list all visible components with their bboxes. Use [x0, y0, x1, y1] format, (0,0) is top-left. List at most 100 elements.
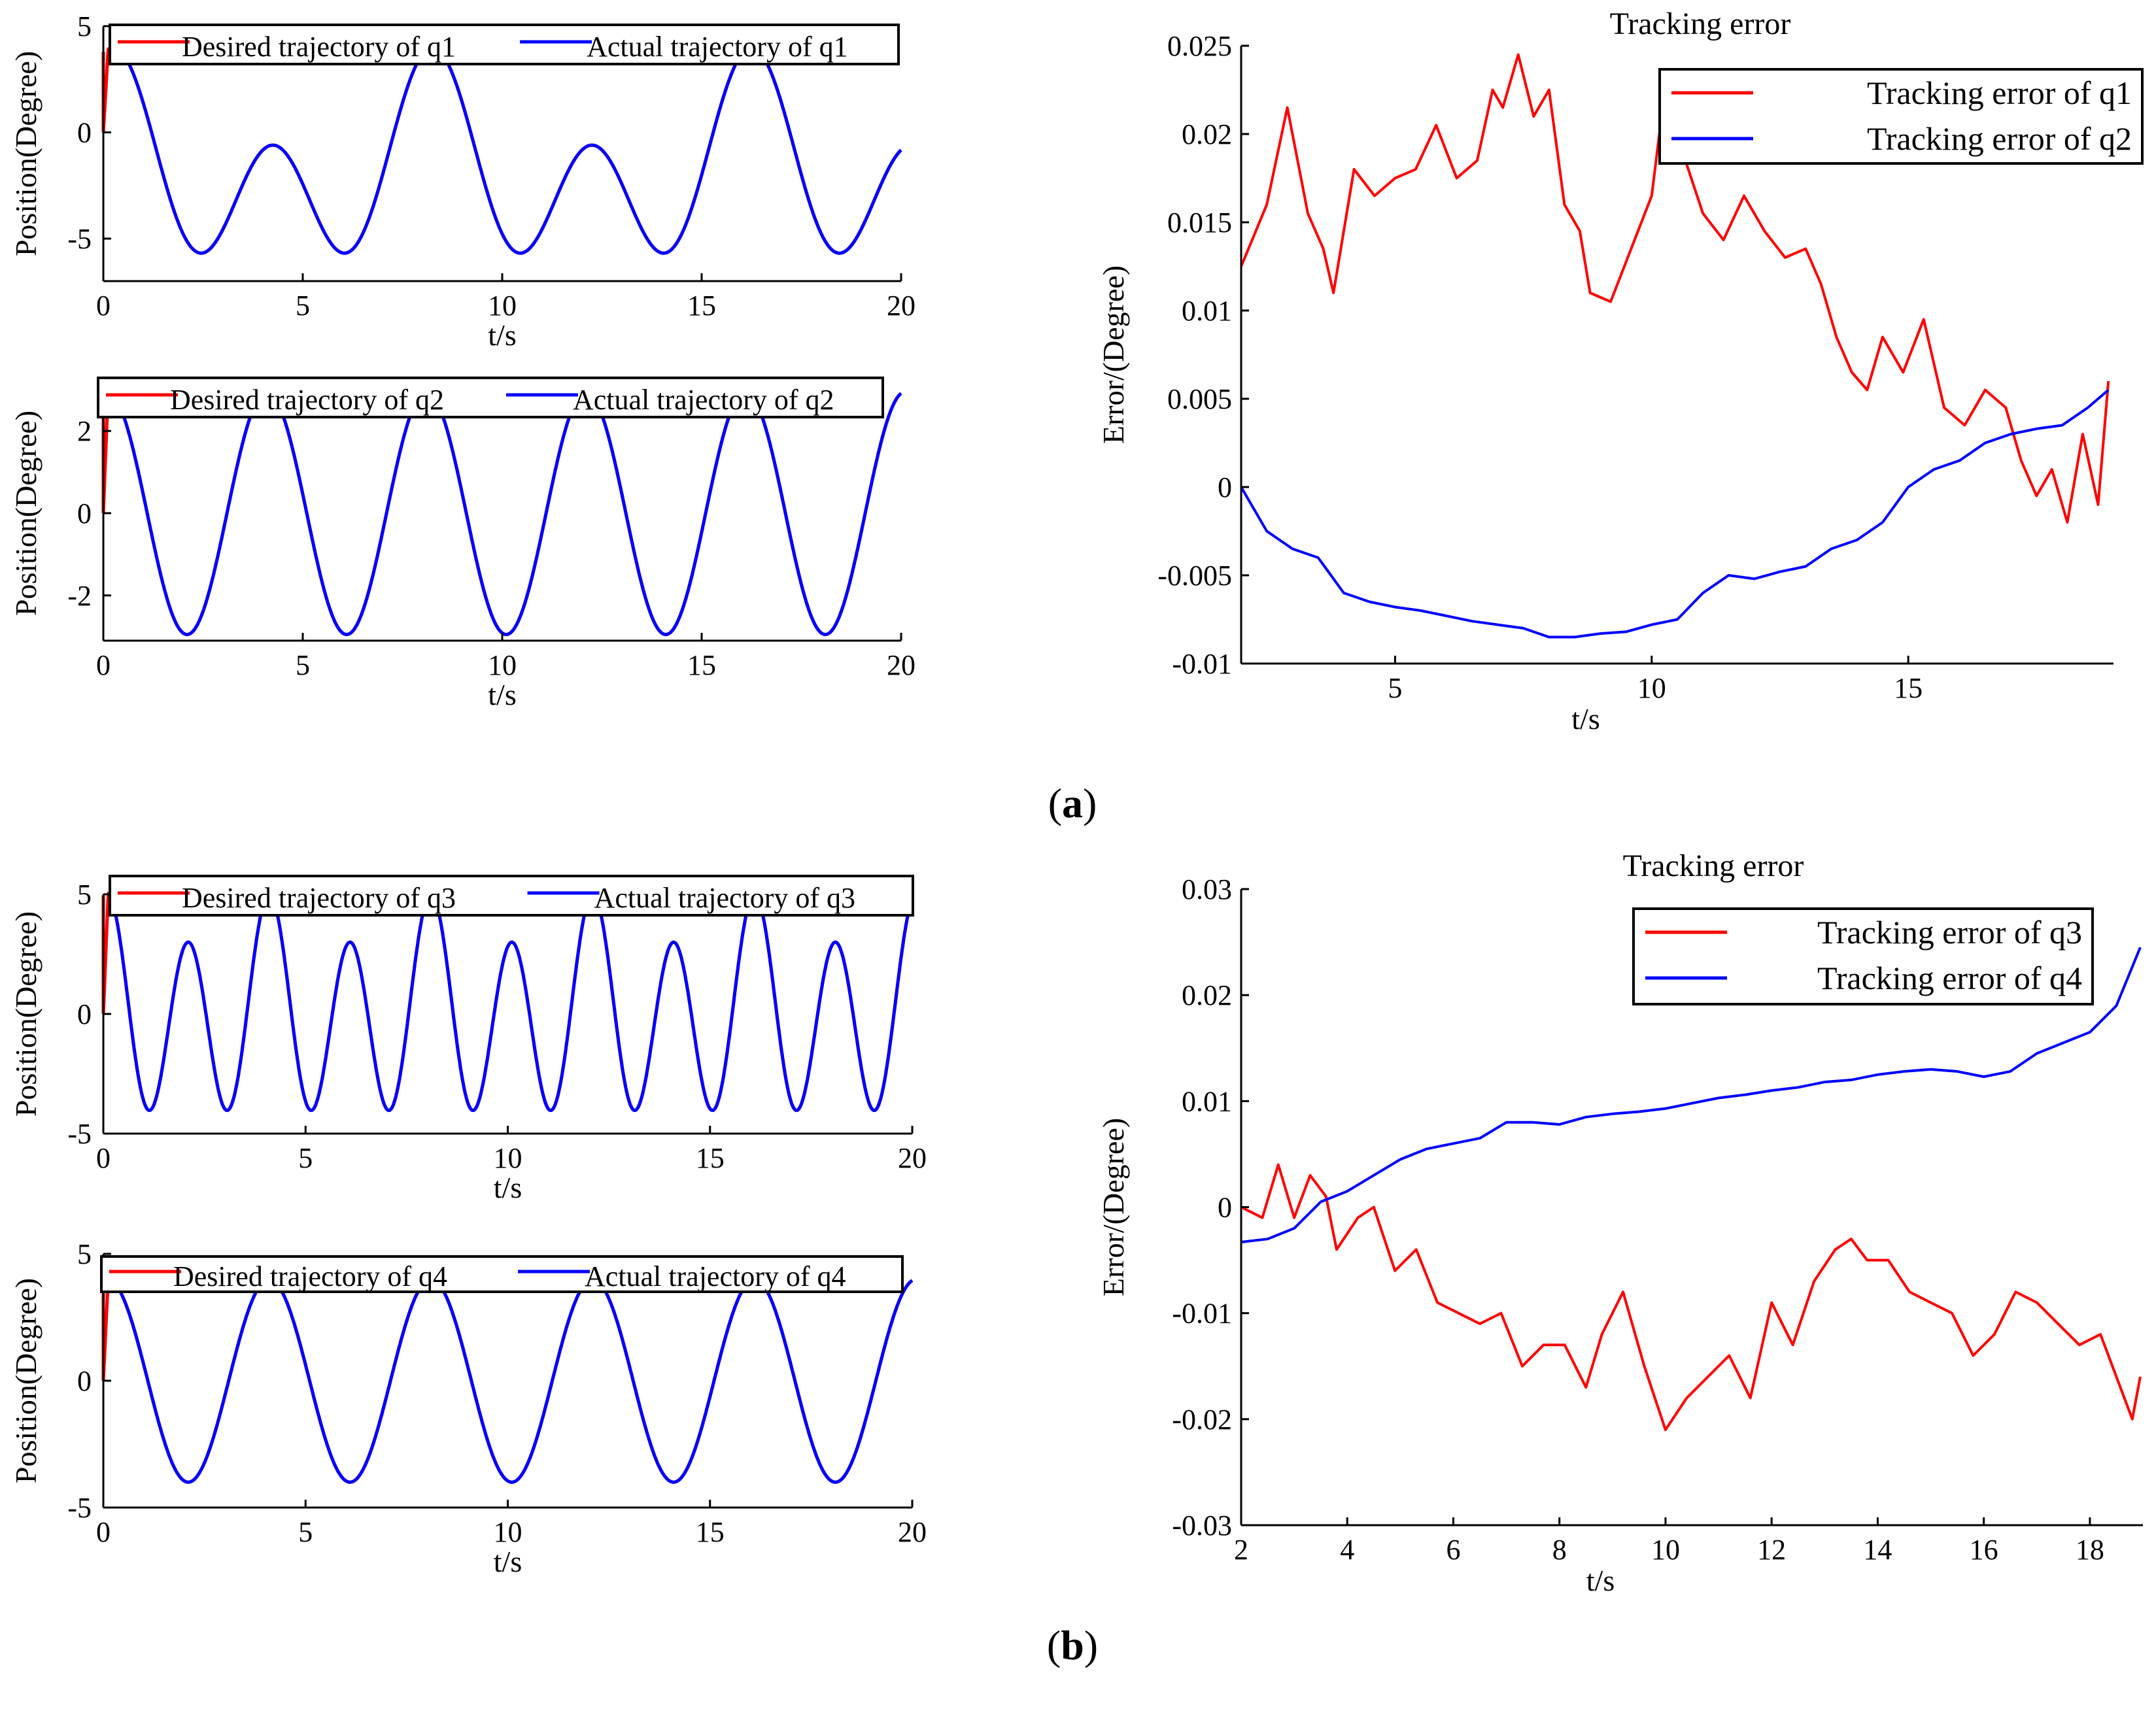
x-axis-label: t/s	[494, 1171, 522, 1204]
x-tick-label: 20	[898, 1142, 927, 1174]
legend-label-actual: Actual trajectory of q1	[587, 31, 848, 63]
x-tick-label: 20	[887, 290, 915, 322]
legend-box	[109, 875, 914, 917]
chart-title: Tracking error	[1610, 7, 1791, 41]
x-tick-label: 12	[1757, 1534, 1786, 1566]
legend-box	[1632, 907, 2094, 1005]
panel-label-b: (b)	[1047, 1622, 1098, 1668]
y-tick-label: 2	[77, 415, 92, 447]
x-tick-label: 5	[298, 1516, 313, 1548]
y-tick-label: -0.02	[1172, 1404, 1232, 1436]
y-tick-label: 5	[77, 1238, 92, 1270]
x-tick-label: 20	[887, 649, 915, 681]
x-axis-label: t/s	[494, 1545, 522, 1578]
y-tick-label: -0.01	[1172, 648, 1232, 680]
y-axis-label: Position(Degree)	[9, 1278, 43, 1483]
x-tick-label: 10	[488, 649, 517, 681]
y-axis-label: Position(Degree)	[9, 51, 43, 256]
x-tick-label: 5	[1388, 672, 1402, 704]
legend-label-actual: Actual trajectory of q4	[585, 1260, 846, 1292]
legend-label-0: Tracking error of q3	[1817, 914, 2082, 951]
y-axis-label: Position(Degree)	[9, 411, 43, 616]
chart-err-b: 2 4 6 8 10 12 14 16 18 -0.03 -0.02 -0.01 0 0.01 0.02 0.…	[1097, 849, 2143, 1597]
y-tick-label: 0.02	[1182, 979, 1232, 1011]
legend-label-actual: Actual trajectory of q3	[594, 882, 856, 914]
series-desired-line	[101, 390, 902, 637]
legend: Tracking error of q3 Tracking error of q4	[1632, 907, 2094, 1005]
x-tick-label: 0	[96, 1142, 111, 1174]
series-actual-line	[109, 892, 914, 1112]
y-tick-label: -5	[67, 223, 92, 255]
y-tick-label: 0.025	[1167, 30, 1232, 62]
x-tick-label: 18	[2076, 1534, 2104, 1566]
y-axis-label: Position(Degree)	[9, 911, 43, 1117]
series-desired-line	[101, 46, 902, 255]
y-tick-label: -5	[67, 1118, 92, 1150]
legend-label-desired: Desired trajectory of q3	[182, 882, 456, 914]
x-tick-label: 10	[494, 1516, 522, 1548]
series-desired-line	[101, 1277, 914, 1484]
x-tick-label: 15	[696, 1516, 725, 1548]
y-tick-label: 0	[77, 1365, 92, 1397]
y-tick-label: 0.02	[1182, 118, 1232, 150]
x-tick-label: 0	[96, 290, 111, 322]
y-tick-label: -2	[67, 580, 92, 612]
x-tick-label: 0	[96, 649, 111, 681]
x-tick-label: 6	[1446, 1534, 1460, 1566]
chart-q2: 0 5 10 15 20 -2 0 2 t/s Position(Degree) Desired t…	[9, 377, 915, 711]
y-tick-label: 0.015	[1167, 207, 1232, 239]
legend-label-desired: Desired trajectory of q2	[170, 384, 444, 416]
y-tick-label: 0.005	[1167, 383, 1232, 415]
series-line-1	[1240, 388, 2110, 639]
y-tick-label: -5	[67, 1492, 92, 1524]
y-tick-label: 0	[1218, 1192, 1232, 1224]
x-tick-label: 2	[1234, 1534, 1248, 1566]
x-tick-label: 15	[1894, 672, 1923, 704]
y-tick-label: 0	[1218, 471, 1232, 503]
legend-label-desired: Desired trajectory of q1	[182, 31, 456, 63]
series-desired-line	[101, 891, 914, 1112]
legend-label-actual: Actual trajectory of q2	[573, 384, 834, 416]
y-tick-label: -0.01	[1172, 1298, 1232, 1330]
x-axis-label: t/s	[488, 318, 516, 352]
series-line-0	[1241, 1163, 2142, 1432]
series-line-1	[1241, 947, 2142, 1243]
chart-err-a: 5 10 15 -0.01 -0.005 0 0.005 0.01 0.015 0.02 0.025…	[1097, 7, 2144, 735]
x-tick-label: 15	[687, 290, 716, 322]
x-tick-label: 5	[296, 290, 310, 322]
legend: Desired trajectory of q4 Actual trajector…	[100, 1255, 904, 1293]
chart-title: Tracking error	[1623, 849, 1804, 883]
legend-label-1: Tracking error of q4	[1817, 960, 2082, 996]
legend: Tracking error of q1 Tracking error of q2	[1658, 68, 2144, 165]
x-axis-label: t/s	[488, 678, 516, 711]
y-axis-label: Error/(Degree)	[1097, 1118, 1130, 1296]
x-axis-label: t/s	[1571, 702, 1600, 735]
y-tick-label: 0.01	[1182, 295, 1232, 327]
y-tick-label: -0.005	[1157, 560, 1232, 592]
x-tick-label: 20	[898, 1516, 927, 1548]
y-tick-label: -0.03	[1172, 1509, 1232, 1542]
panel-label-a: (a)	[1048, 780, 1097, 826]
legend-label-0: Tracking error of q1	[1867, 75, 2132, 111]
x-tick-label: 15	[687, 649, 716, 681]
x-tick-label: 4	[1340, 1534, 1354, 1566]
y-tick-label: 0	[77, 497, 92, 530]
x-tick-label: 8	[1552, 1534, 1567, 1566]
series-actual-line	[109, 1277, 914, 1484]
x-tick-label: 10	[1651, 1534, 1680, 1566]
legend-label-1: Tracking error of q2	[1867, 120, 2132, 157]
x-tick-label: 16	[1970, 1534, 1998, 1566]
x-tick-label: 10	[488, 290, 517, 322]
legend-box	[97, 377, 884, 418]
chart-q1: 0 5 10 15 20 -5 0 5 t/s Position(Degree) Desired t…	[9, 10, 915, 352]
legend-box	[109, 24, 900, 65]
legend-box	[100, 1255, 904, 1293]
x-axis-label: t/s	[1586, 1564, 1615, 1597]
x-tick-label: 5	[298, 1142, 313, 1174]
y-tick-label: 0.01	[1182, 1085, 1232, 1117]
x-tick-label: 10	[1637, 672, 1666, 704]
legend-box	[1658, 68, 2144, 165]
